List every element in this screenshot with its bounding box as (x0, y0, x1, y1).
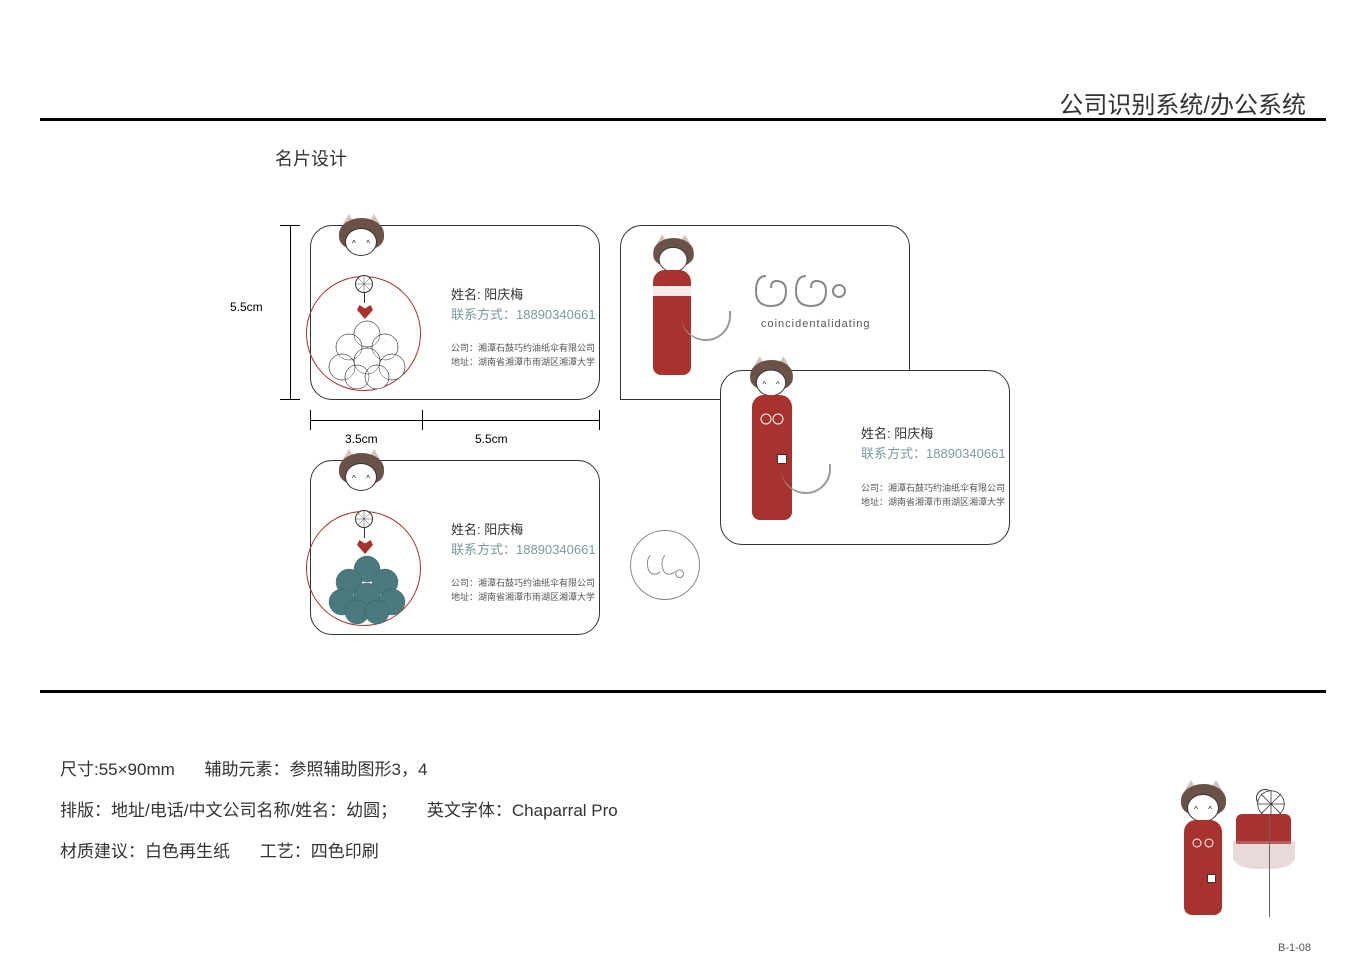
header-title: 公司识别系统/办公系统 (1059, 85, 1306, 120)
name-value: 阳庆梅 (484, 522, 523, 537)
spec-aux: 辅助元素：参照辅助图形3，4 (205, 760, 428, 779)
circle-decoration (306, 276, 421, 391)
spec-material: 材质建议：白色再生纸 (60, 842, 230, 861)
mascot-full-body: ^ ^ (749, 359, 794, 399)
business-card-3: ^ ^ 姓名: 阳庆梅 联系方式：18890340661 公司：湘潭石鼓巧约油纸… (310, 460, 600, 635)
dimension-horizontal (310, 410, 600, 430)
name-label: 姓名: (861, 426, 891, 441)
contact-value: 18890340661 (516, 307, 596, 322)
sketch-logo-circle (630, 530, 700, 600)
horizontal-rule-bottom (40, 690, 1326, 693)
spec-process: 工艺：四色印刷 (260, 842, 379, 861)
business-card-4: ^ ^ 姓名: 阳庆梅 联系方式：18890340661 公司：湘潭石鼓巧约油纸… (720, 370, 1010, 545)
dimension-h-label-1: 3.5cm (345, 432, 378, 446)
logo-mark (751, 266, 851, 316)
company-text: 公司：湘潭石鼓巧约油纸伞有限公司 (451, 341, 595, 355)
mascot-full-body (651, 236, 696, 276)
company-text: 公司：湘潭石鼓巧约油纸伞有限公司 (861, 481, 1005, 495)
name-value: 阳庆梅 (484, 287, 523, 302)
page-number: B-1-08 (1278, 942, 1311, 954)
dimension-vertical-label: 5.5cm (230, 300, 263, 314)
spec-font: 英文字体：Chaparral Pro (427, 801, 618, 820)
dimension-vertical (280, 225, 300, 400)
contact-value: 18890340661 (516, 542, 596, 557)
contact-label: 联系方式： (451, 542, 516, 557)
section-title: 名片设计 (275, 145, 347, 171)
address-text: 地址：湖南省湘潭市雨湖区湘潭大学 (861, 495, 1005, 509)
mascot-head: ^ ^ (339, 218, 384, 258)
contact-label: 联系方式： (861, 446, 926, 461)
mascot-head: ^ ^ (339, 453, 384, 493)
name-value: 阳庆梅 (894, 426, 933, 441)
spec-layout: 排版：地址/电话/中文公司名称/姓名：幼圆； (60, 801, 397, 820)
specifications: 尺寸:55×90mm 辅助元素：参照辅助图形3，4 排版：地址/电话/中文公司名… (60, 750, 643, 872)
corner-mascot-illustration: ^ ^ (1181, 784, 1311, 924)
company-text: 公司：湘潭石鼓巧约油纸伞有限公司 (451, 576, 595, 590)
business-card-1: ^ ^ 姓名: 阳庆梅 联系方式：18890340661 (310, 225, 600, 400)
dimension-h-label-2: 5.5cm (475, 432, 508, 446)
name-label: 姓名: (451, 522, 481, 537)
contact-value: 18890340661 (926, 446, 1006, 461)
name-label: 姓名: (451, 287, 481, 302)
horizontal-rule-top (40, 118, 1326, 121)
logo-text: coincidentalidating (761, 318, 871, 330)
circle-decoration (306, 511, 421, 626)
spec-size: 尺寸:55×90mm (60, 760, 175, 779)
contact-label: 联系方式： (451, 307, 516, 322)
address-text: 地址：湖南省湘潭市雨湖区湘潭大学 (451, 355, 595, 369)
address-text: 地址：湖南省湘潭市雨湖区湘潭大学 (451, 590, 595, 604)
